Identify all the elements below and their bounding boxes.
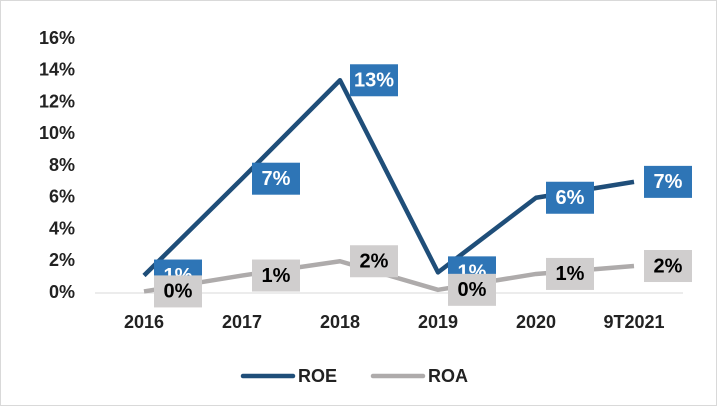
data-label-text: 13% <box>354 70 394 92</box>
y-tick-label: 6% <box>49 187 75 207</box>
y-tick-label: 16% <box>39 28 75 48</box>
data-label: 2% <box>644 250 692 283</box>
data-label: 6% <box>546 181 594 214</box>
x-tick-label: 2020 <box>516 312 556 332</box>
data-label: 0% <box>448 273 496 306</box>
data-label: 7% <box>252 162 300 195</box>
data-label-text: 6% <box>556 187 585 209</box>
legend-label: ROA <box>428 366 468 386</box>
data-label: 7% <box>644 165 692 198</box>
y-tick-label: 10% <box>39 123 75 143</box>
y-tick-label: 0% <box>49 282 75 302</box>
data-label-box <box>546 181 594 214</box>
y-tick-label: 14% <box>39 60 75 80</box>
legend-label: ROE <box>298 366 337 386</box>
data-label-text: 0% <box>458 279 487 301</box>
x-tick-label: 2017 <box>222 312 262 332</box>
data-label-box <box>154 275 202 308</box>
data-label-text: 1% <box>262 265 291 287</box>
data-label: 2% <box>350 245 398 278</box>
y-tick-label: 4% <box>49 218 75 238</box>
x-tick-label: 2018 <box>320 312 360 332</box>
data-label-text: 0% <box>164 281 193 303</box>
x-tick-label: 2016 <box>124 312 164 332</box>
data-label-box <box>350 64 398 97</box>
data-label-box <box>546 257 594 290</box>
y-tick-label: 12% <box>39 91 75 111</box>
data-label: 0% <box>154 275 202 308</box>
data-label-text: 7% <box>654 171 683 193</box>
data-label-box <box>644 165 692 198</box>
data-label: 1% <box>252 259 300 292</box>
x-tick-label: 9T2021 <box>603 312 664 332</box>
y-tick-label: 8% <box>49 155 75 175</box>
x-tick-label: 2019 <box>418 312 458 332</box>
data-label-box <box>252 259 300 292</box>
data-label-text: 7% <box>262 168 291 190</box>
data-label-box <box>448 273 496 306</box>
data-label-box <box>644 250 692 283</box>
data-label-box <box>252 162 300 195</box>
data-label: 13% <box>350 64 398 97</box>
data-label: 1% <box>546 257 594 290</box>
data-label-text: 2% <box>360 251 389 273</box>
y-tick-label: 2% <box>49 250 75 270</box>
data-label-text: 2% <box>654 255 683 277</box>
data-label-box <box>350 245 398 278</box>
data-label-text: 1% <box>556 263 585 285</box>
